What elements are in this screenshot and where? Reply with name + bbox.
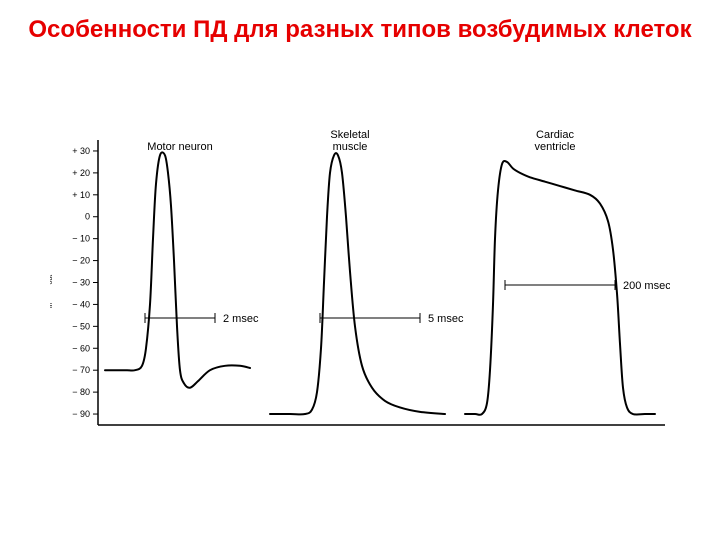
- y-tick-label: − 60: [72, 343, 90, 353]
- scale-label-0: 2 msec: [223, 313, 259, 325]
- page-title: Особенности ПД для разных типов возбудим…: [0, 16, 720, 45]
- svg-text:Ein − Eout (mV): Ein − Eout (mV): [50, 250, 54, 314]
- y-tick-label: + 30: [72, 146, 90, 156]
- y-tick-label: − 70: [72, 365, 90, 375]
- y-tick-label: + 20: [72, 168, 90, 178]
- panel-label-1: Skeletal: [330, 130, 369, 141]
- scale-label-2: 200 msec: [623, 280, 670, 292]
- y-tick-label: − 20: [72, 256, 90, 266]
- curve-0: [105, 152, 250, 387]
- y-tick-label: + 10: [72, 190, 90, 200]
- y-tick-label: 0: [85, 212, 90, 222]
- panel-label-2: ventricle: [535, 141, 576, 153]
- y-tick-label: − 90: [72, 409, 90, 419]
- chart-container: + 30 + 20 + 10 0 − 10 − 20 − 30 − 40 − 50 − 60 − 7…: [50, 130, 670, 450]
- y-tick-label: − 80: [72, 387, 90, 397]
- y-tick-label: − 40: [72, 299, 90, 309]
- y-tick-label: − 30: [72, 278, 90, 288]
- chart-svg: + 30 + 20 + 10 0 − 10 − 20 − 30 − 40 − 50 − 60 − 7…: [50, 130, 670, 450]
- y-tick-label: − 10: [72, 234, 90, 244]
- panel-label-0: Motor neuron: [147, 141, 212, 153]
- y-tick-label: − 50: [72, 321, 90, 331]
- y-axis-label: Transmembrane potentialEin − Eout (mV): [50, 226, 54, 340]
- panel-label-2: Cardiac: [536, 130, 574, 141]
- curve-1: [270, 153, 445, 414]
- scale-label-1: 5 msec: [428, 313, 464, 325]
- panel-label-1: muscle: [333, 141, 368, 153]
